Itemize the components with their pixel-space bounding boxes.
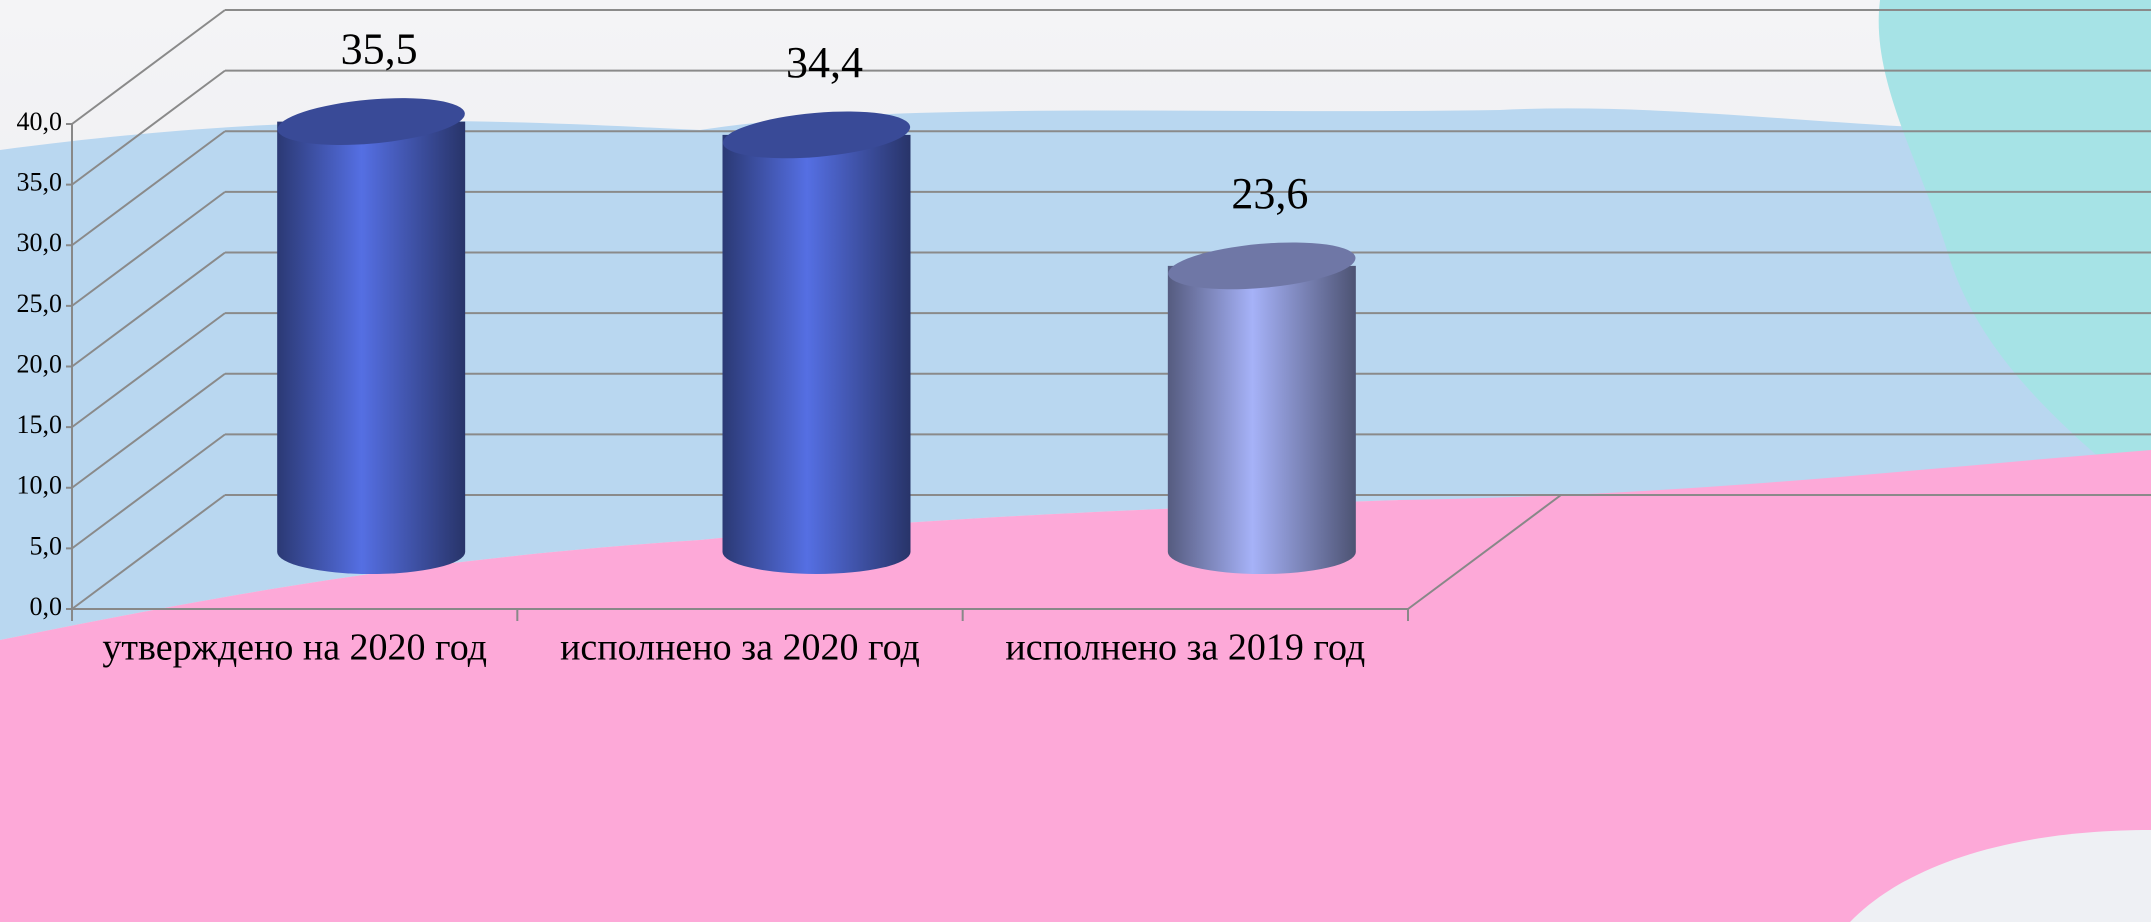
y-tick-label: 40,0 [17,107,63,136]
cylinder-body [277,121,466,574]
labels-layer: 0,0 5,0 10,0 15,0 20,0 25,0 30,0 35,0 40,0 утверж… [17,25,1366,669]
x-tick-label: утверждено на 2020 год [102,627,487,669]
grid-line [71,9,226,125]
value-label: 35,5 [341,25,418,74]
y-tick-label: 25,0 [17,289,63,318]
cylinder-top [722,111,911,159]
background-white-corner [1850,830,2151,922]
y-tick-label: 5,0 [30,531,63,560]
cylinder-top [1168,242,1356,290]
cylinder-body [722,134,911,574]
floor-edge [1407,494,1562,610]
x-tick-label: исполнено за 2020 год [560,627,920,669]
grid-line [71,69,226,186]
x-tick-label: исполнено за 2019 год [1005,627,1365,669]
grid-line [71,312,226,428]
y-tick-label: 35,0 [17,168,63,197]
background-pink [0,450,2151,922]
y-tick-label: 15,0 [17,410,63,439]
grid-line [71,433,226,550]
y-tick-label: 10,0 [17,471,63,500]
value-label: 34,4 [786,38,863,87]
grid-line [71,191,226,307]
cylinder-top [277,98,465,145]
background-cyan [1878,0,2151,500]
grid-line [71,372,226,489]
grid-line [71,130,226,247]
bars-layer [277,98,1356,574]
grid-line [71,251,226,368]
value-label: 23,6 [1231,169,1308,218]
cylinder-body [1167,265,1356,574]
grid-line [71,494,226,610]
y-tick-label: 30,0 [17,228,63,257]
y-tick-label: 20,0 [17,349,63,378]
y-tick-label: 0,0 [30,592,63,621]
